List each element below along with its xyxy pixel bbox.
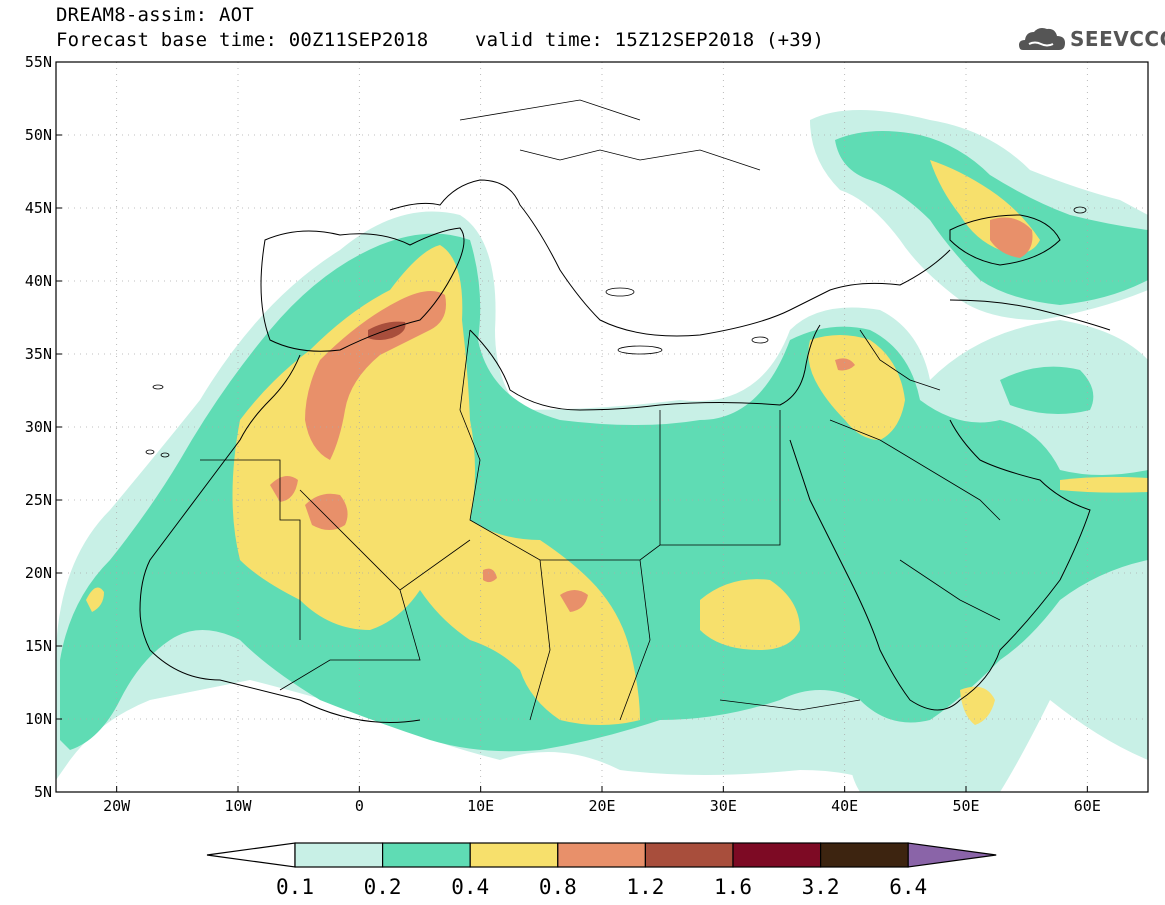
aot-field-1.2 <box>368 321 406 340</box>
colorbar-label: 0.8 <box>539 875 577 899</box>
colorbar-swatch <box>557 842 646 868</box>
aot-colorbar: 0.1 0.2 0.4 0.8 1.2 1.6 3.2 6.4 <box>206 842 997 899</box>
colorbar-label: 1.2 <box>626 875 664 899</box>
map-title: DREAM8-assim: AOT <box>56 4 254 26</box>
country-borders <box>200 99 1001 721</box>
lon-tick-label: 60E <box>1074 797 1101 815</box>
colorbar-under-triangle <box>206 842 296 868</box>
colorbar-label: 3.2 <box>802 875 840 899</box>
lon-tick-label: 10E <box>467 797 494 815</box>
cloud-icon <box>1019 28 1065 50</box>
lat-tick-label: 20N <box>25 564 52 582</box>
lat-tick-label: 15N <box>25 637 52 655</box>
logo-text: SEEVCCC <box>1070 27 1165 51</box>
colorbar-label: 0.4 <box>451 875 489 899</box>
lat-tick-label: 35N <box>25 345 52 363</box>
colorbar-over-triangle <box>907 842 997 868</box>
longitude-labels: 20W 10W 0 10E 20E 30E 40E 50E 60E <box>103 786 1101 815</box>
valid-time: valid time: 15Z12SEP2018 (+39) <box>475 29 825 51</box>
lat-tick-label: 40N <box>25 272 52 290</box>
colorbar-swatch <box>382 842 471 868</box>
graticule <box>56 62 1148 792</box>
colorbar-label: 6.4 <box>889 875 927 899</box>
lon-tick-label: 50E <box>952 797 979 815</box>
time-info: Forecast base time: 00Z11SEP2018 valid t… <box>56 29 824 51</box>
lon-tick-label: 20W <box>103 797 131 815</box>
colorbar-swatch <box>732 842 822 868</box>
colorbar-swatch <box>644 842 734 868</box>
colorbar-swatch <box>819 842 909 868</box>
colorbar-label: 0.2 <box>364 875 402 899</box>
lat-tick-label: 55N <box>25 53 52 71</box>
lon-tick-label: 40E <box>831 797 858 815</box>
lon-tick-label: 0 <box>355 797 364 815</box>
lon-tick-label: 20E <box>588 797 615 815</box>
colorbar-label: 0.1 <box>276 875 314 899</box>
lat-tick-label: 50N <box>25 126 52 144</box>
small-islands <box>145 206 1087 458</box>
lat-tick-label: 45N <box>25 199 52 217</box>
aot-field-0.8 <box>270 217 1033 612</box>
colorbar-swatch <box>469 842 559 868</box>
coastlines <box>139 179 1111 723</box>
map-plot-area <box>56 62 1148 792</box>
latitude-labels: 55N 50N 45N 40N 35N 30N 25N 20N 15N 10N 5N <box>25 53 62 801</box>
lat-tick-label: 5N <box>34 783 52 801</box>
lat-tick-label: 10N <box>25 710 52 728</box>
lon-tick-label: 30E <box>710 797 737 815</box>
base-time: Forecast base time: 00Z11SEP2018 <box>56 29 429 51</box>
colorbar-swatch <box>294 842 384 868</box>
lon-tick-label: 10W <box>224 797 252 815</box>
lat-tick-label: 25N <box>25 491 52 509</box>
colorbar-label: 1.6 <box>714 875 752 899</box>
lat-tick-label: 30N <box>25 418 52 436</box>
